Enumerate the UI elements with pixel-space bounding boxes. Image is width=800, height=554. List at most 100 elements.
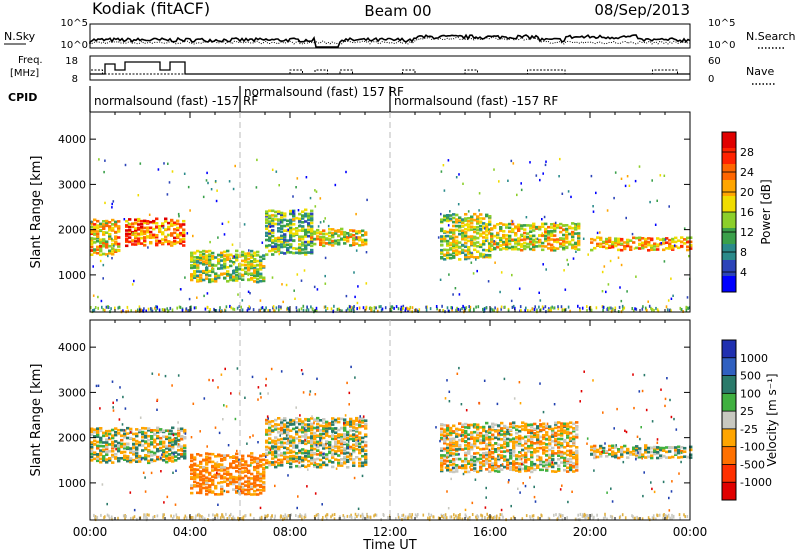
echo-cell [138,429,142,432]
echo-cell [447,224,450,227]
echo-cell [118,305,121,309]
echo-cell [165,445,169,448]
echo-cell [114,237,118,240]
echo-cell [174,503,177,506]
echo-cell [532,234,536,238]
echo-cell [300,369,303,372]
echo-cell [96,235,100,239]
echo-cell [575,454,579,458]
echo-cell [446,466,450,469]
echo-cell [620,177,623,180]
echo-cell [138,460,142,463]
echo-cell [455,517,458,521]
echo-cell [563,461,567,464]
echo-cell [458,173,460,176]
echo-cell [161,224,165,228]
echo-cell [302,304,305,308]
echo-cell [180,437,184,441]
echo-cell [665,237,669,240]
echo-cell [464,434,468,438]
echo-cell [455,453,459,456]
echo-cell [355,456,359,459]
echo-cell [147,451,151,455]
echo-cell [610,306,612,310]
echo-cell [548,459,552,463]
echo-cell [171,170,174,173]
echo-cell [620,450,624,454]
echo-cell [538,227,542,231]
echo-cell [494,442,498,445]
echo-cell [185,307,188,311]
echo-cell [99,241,103,245]
echo-cell [364,240,368,244]
echo-cell [125,244,129,248]
echo-cell [440,255,444,259]
echo-cell [343,233,347,237]
echo-cell [108,436,110,440]
echo-cell [143,226,147,230]
echo-cell [91,309,94,313]
echo-cell [144,446,148,450]
echo-cell [476,269,478,273]
echo-cell [554,423,558,426]
echo-cell [235,256,239,259]
echo-cell [205,268,209,271]
echo-cell [319,439,321,442]
echo-cell [458,250,462,254]
echo-cell [256,488,260,492]
echo-cell [345,170,347,174]
echo-cell [444,466,447,469]
echo-cell [141,449,145,452]
echo-cell [455,241,459,245]
echo-cell [524,453,528,457]
echo-cell [135,452,139,455]
echo-cell [536,454,540,458]
echo-cell [365,307,367,311]
echo-cell [131,243,135,246]
echo-cell [660,242,662,245]
echo-cell [208,378,210,382]
echo-cell [155,225,159,228]
echo-cell [268,437,272,440]
echo-cell [274,514,276,518]
echo-cell [620,445,624,449]
echo-cell [310,227,314,231]
echo-cell [482,222,486,225]
echo-cell [287,228,289,231]
echo-cell [172,471,174,474]
echo-cell [205,250,209,253]
echo-cell [223,455,227,459]
echo-cell [193,471,197,474]
echo-cell [111,250,115,253]
echo-cell [301,430,305,434]
echo-cell [280,458,284,462]
echo-cell [355,230,359,233]
echo-cell [438,309,440,313]
echo-cell [400,305,403,309]
echo-cell [193,484,197,487]
echo-cell [361,238,365,242]
echo-cell [462,472,465,476]
echo-cell [265,445,269,449]
echo-cell [279,434,281,437]
echo-cell [358,230,362,233]
echo-cell [558,513,561,517]
echo-cell [340,458,344,461]
echo-cell [572,442,576,446]
echo-cell [443,237,447,241]
echo-cell [268,426,272,430]
echo-cell [289,251,293,254]
echo-cell [635,446,639,450]
echo-cell [404,309,407,313]
echo-cell [567,190,570,193]
echo-cell [343,422,345,425]
echo-cell [328,238,332,241]
echo-cell [459,513,461,516]
echo-cell [486,517,489,521]
echo-cell [138,305,141,309]
echo-cell [229,276,233,279]
echo-cell [231,243,234,246]
echo-cell [452,251,456,255]
echo-cell [295,455,299,459]
echo-cell [572,470,576,473]
